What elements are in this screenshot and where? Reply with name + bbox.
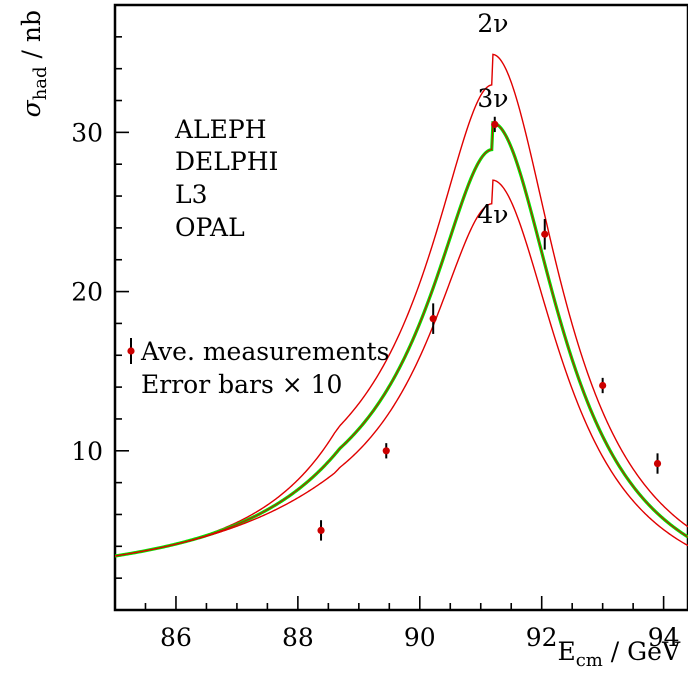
legend-label: Ave. measurements bbox=[140, 337, 389, 366]
legend-marker bbox=[127, 347, 135, 355]
curves bbox=[115, 53, 688, 558]
experiment-label: ALEPH bbox=[174, 115, 267, 144]
measurement-point bbox=[653, 459, 662, 468]
legend-note: Error bars × 10 bbox=[141, 370, 342, 399]
measurement-point bbox=[429, 315, 437, 323]
x-tick-label: 86 bbox=[160, 623, 192, 652]
x-tick-label: 92 bbox=[526, 623, 558, 652]
y-tick-label: 10 bbox=[71, 437, 103, 466]
legend: Ave. measurements Error bars × 10 bbox=[127, 337, 389, 399]
x-axis-label: Ecm / GeV bbox=[557, 637, 680, 671]
plot-frame bbox=[113, 3, 688, 612]
y-tick-label: 20 bbox=[71, 278, 103, 307]
experiment-list: ALEPH DELPHI L3 OPAL bbox=[174, 115, 278, 242]
x-tick-label: 88 bbox=[282, 623, 314, 652]
experiment-label: DELPHI bbox=[175, 147, 278, 176]
y-axis-label: σhad / nb bbox=[17, 10, 51, 117]
x-tick-label: 94 bbox=[648, 623, 680, 652]
curve-label: 4ν bbox=[477, 200, 508, 229]
measurement-point bbox=[599, 381, 607, 390]
x-axis: 86 88 90 92 94 bbox=[114, 596, 680, 652]
curve-4 bbox=[115, 179, 688, 557]
curve-label: 3ν bbox=[477, 84, 508, 113]
y-axis: 10 20 30 bbox=[71, 36, 129, 579]
y-tick-label: 30 bbox=[71, 118, 103, 147]
experiment-label: L3 bbox=[175, 180, 208, 209]
x-tick-label: 90 bbox=[404, 623, 436, 652]
measurements bbox=[317, 116, 662, 541]
curve-labels: 2ν 3ν 4ν bbox=[477, 9, 508, 229]
curve-label: 2ν bbox=[477, 9, 508, 38]
measurement-point bbox=[382, 447, 390, 455]
experiment-label: OPAL bbox=[175, 213, 245, 242]
measurement-point bbox=[491, 120, 499, 129]
measurement-point bbox=[541, 230, 549, 238]
measurement-point bbox=[317, 526, 325, 534]
